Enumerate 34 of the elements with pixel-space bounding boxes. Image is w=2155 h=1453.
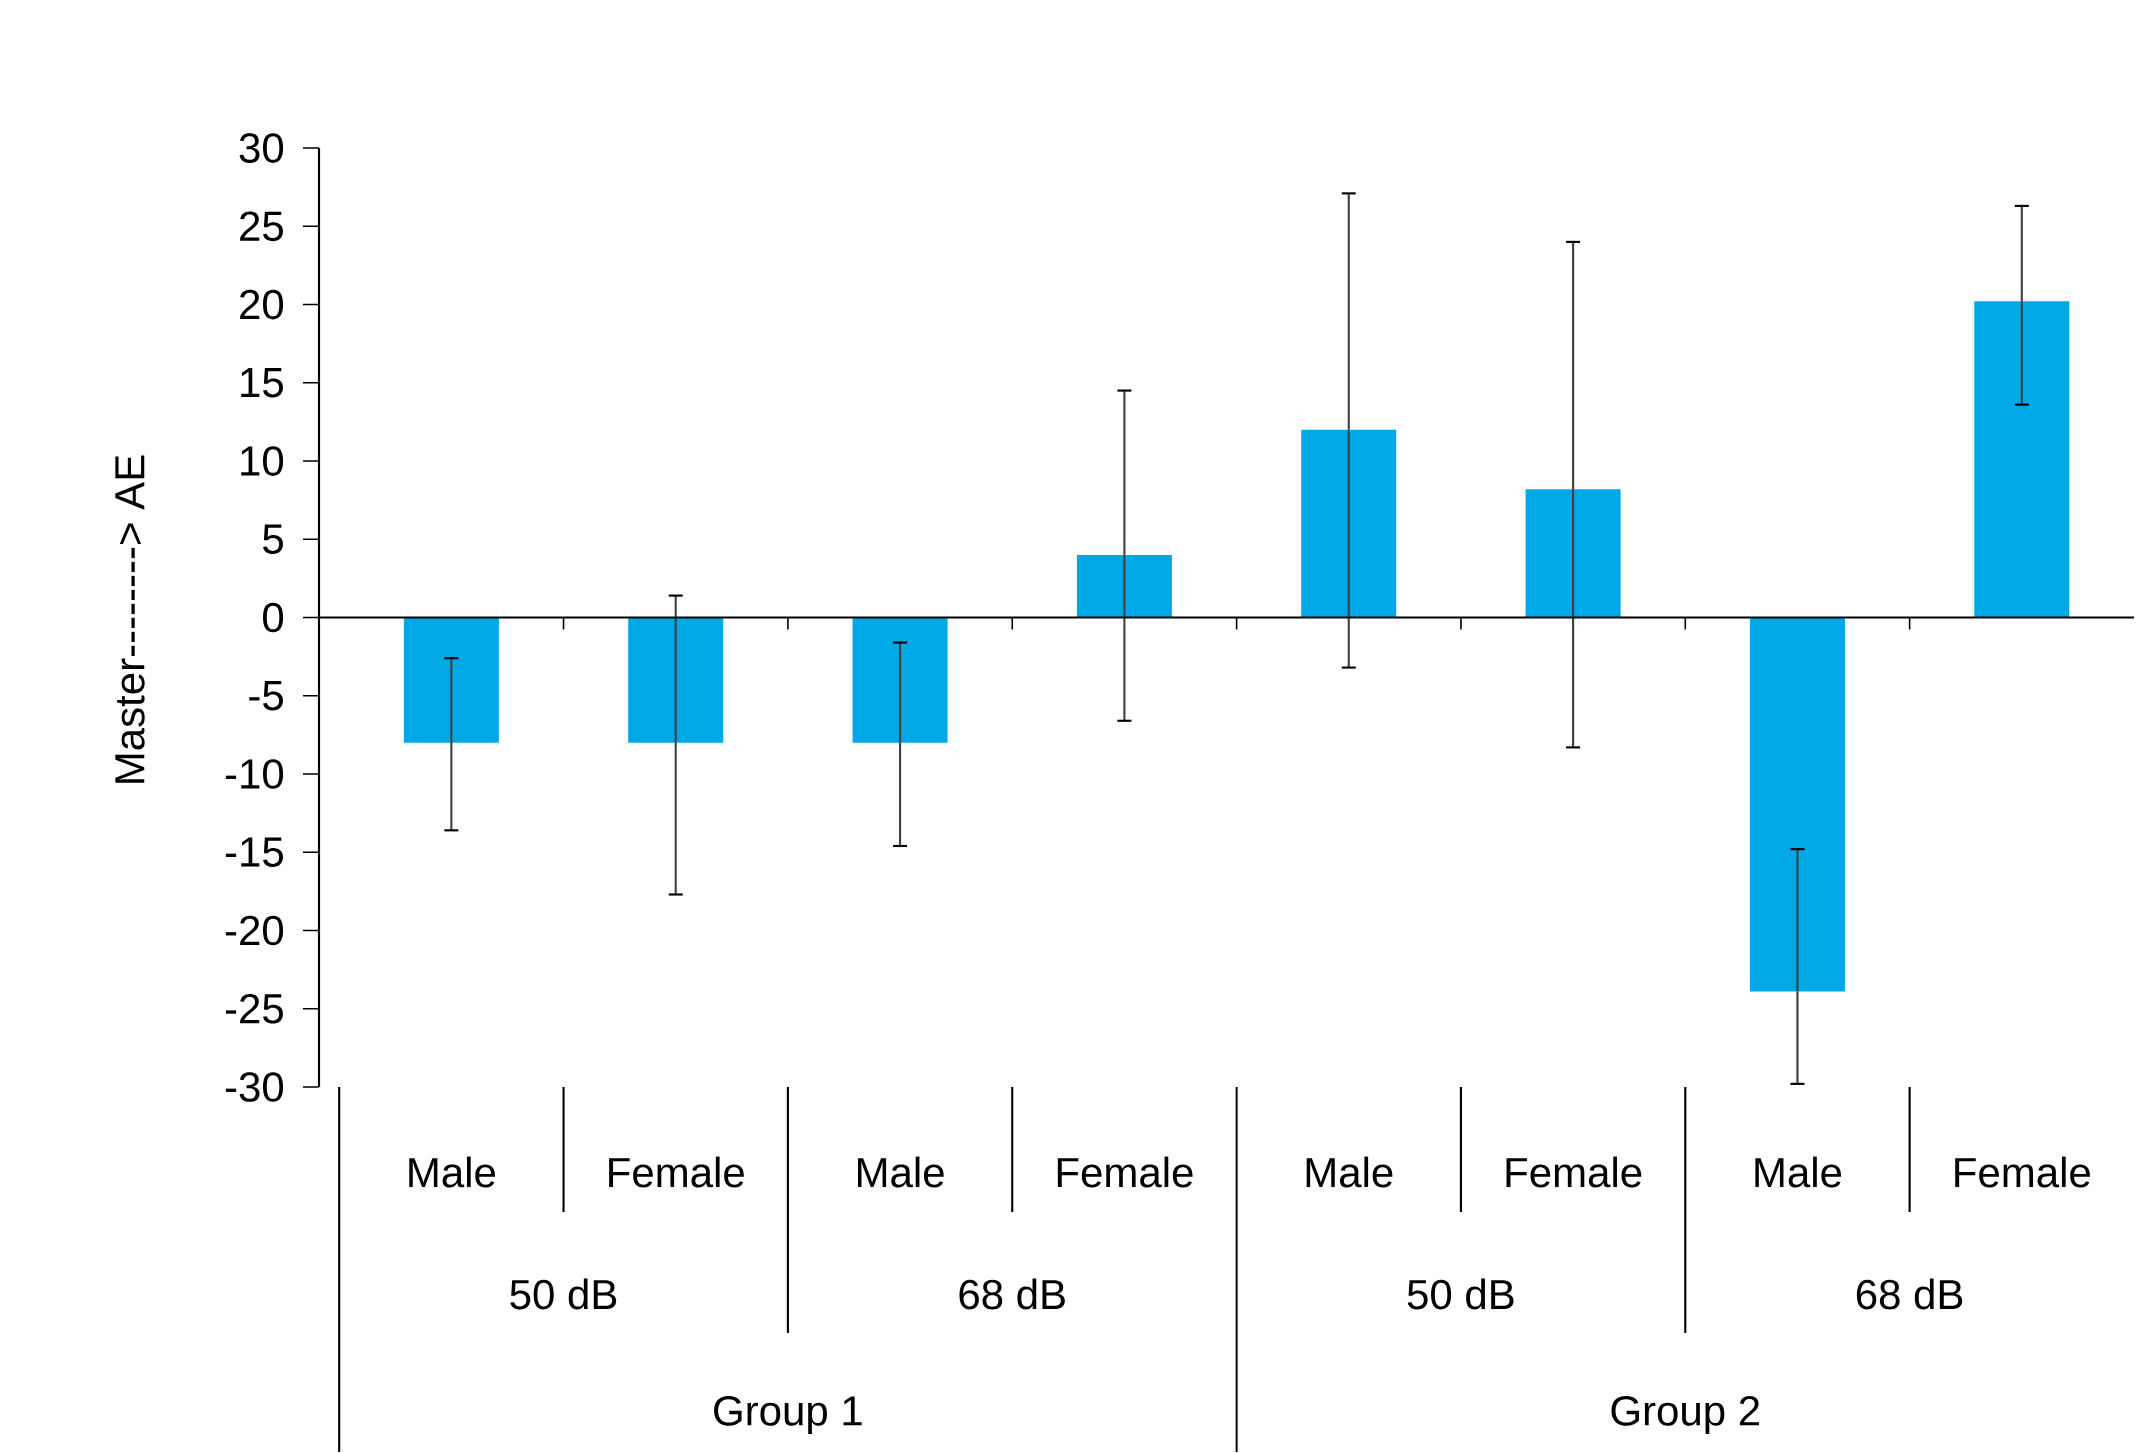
bar (1301, 429, 1397, 618)
x-tick-label: Male (1306, 1156, 1393, 1188)
x-tick-label: Female (609, 1156, 744, 1188)
text: Group 1 (714, 1395, 862, 1434)
text: 68 dB (959, 1278, 1065, 1310)
x-tick-label: Female (1057, 1156, 1193, 1188)
y-tick-label: -20 (225, 915, 284, 946)
y-tick-label: 20 (240, 289, 284, 320)
bar (628, 617, 724, 743)
bar (1076, 554, 1172, 618)
y-axis-title: Master--------> AE (115, 455, 145, 783)
y-tick-label: 15 (241, 368, 283, 398)
y-tick-label: -30 (225, 1072, 284, 1102)
x-tick-label: Male (858, 1156, 944, 1188)
y-tick-label: 0 (263, 602, 284, 633)
y-tick-label: -15 (225, 837, 283, 867)
y-tick-label: 25 (240, 211, 283, 242)
text: 68 dB (1856, 1278, 1963, 1310)
x-tick-label: Female (1955, 1156, 2090, 1188)
text: Group 2 (1611, 1395, 1759, 1434)
y-tick-label: -10 (225, 759, 284, 789)
x-tick-label: Female (1506, 1156, 1642, 1188)
text: 50 dB (510, 1278, 617, 1310)
y-tick-label: 5 (263, 524, 283, 554)
bar (1525, 489, 1621, 618)
y-tick-label: 30 (239, 133, 284, 163)
y-tick-label: 10 (241, 446, 284, 476)
x-tick-label: Male (1755, 1156, 1842, 1188)
bar (1749, 617, 1845, 992)
y-tick-label: -25 (225, 993, 283, 1024)
x-tick-label: Male (409, 1156, 496, 1188)
bar (1974, 301, 2070, 618)
y-tick-label: -5 (249, 681, 283, 711)
text: 50 dB (1407, 1278, 1514, 1310)
